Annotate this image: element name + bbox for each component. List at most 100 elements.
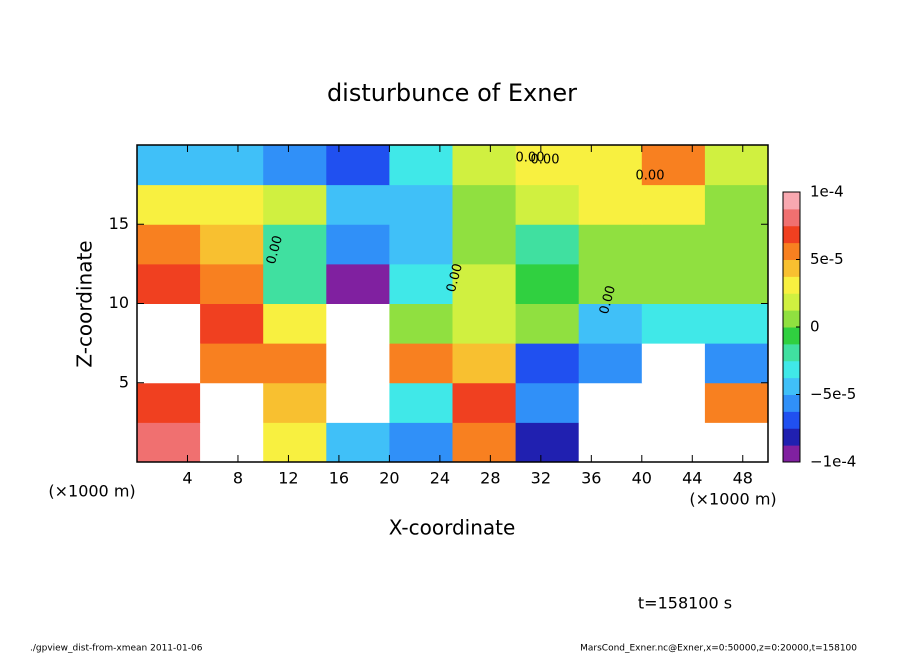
heat-cell xyxy=(452,224,517,265)
heat-cell xyxy=(641,382,706,423)
x-unit-label: (×1000 m) xyxy=(689,490,776,509)
x-tick-label: 48 xyxy=(733,469,753,488)
heat-cell xyxy=(200,184,264,225)
colorbar-tick-label: −1e-4 xyxy=(810,453,856,471)
x-tick-label: 24 xyxy=(430,469,450,488)
heat-cell xyxy=(704,184,769,225)
colorbar-band xyxy=(783,445,800,463)
heat-cell xyxy=(326,382,390,423)
contour-label: 0.00 xyxy=(597,284,619,316)
colorbar-band xyxy=(783,259,800,277)
heat-cell xyxy=(137,382,201,423)
contour-label: 0.00 xyxy=(444,262,466,294)
x-tick-label: 12 xyxy=(278,469,298,488)
colorbar-band xyxy=(783,192,800,210)
heat-cell xyxy=(389,145,453,186)
heat-cell xyxy=(452,263,517,304)
heat-cell xyxy=(200,263,264,304)
heat-cell xyxy=(578,343,643,384)
heat-cell xyxy=(326,422,390,463)
colorbar-band xyxy=(783,411,800,429)
heat-cell xyxy=(515,303,580,344)
heat-cell xyxy=(326,224,390,265)
x-tick-label: 16 xyxy=(329,469,349,488)
x-axis-label: X-coordinate xyxy=(389,516,516,540)
colorbar-tick-label: 0 xyxy=(810,318,820,336)
colorbar-band xyxy=(783,276,800,294)
x-tick-label: 28 xyxy=(480,469,500,488)
heat-cell xyxy=(389,382,453,423)
colorbar-tick-label: 5e-5 xyxy=(810,250,844,268)
heat-cell xyxy=(578,382,643,423)
heat-cell xyxy=(389,224,453,265)
colorbar-tick-label: 1e-4 xyxy=(810,183,844,201)
heat-cell xyxy=(263,343,327,384)
colorbar-band xyxy=(783,225,800,244)
heat-cell xyxy=(263,382,327,423)
contour-label: 0.00 xyxy=(516,151,545,166)
footer-right: MarsCond_Exner.nc@Exner,x=0:50000,z=0:20… xyxy=(580,644,857,654)
chart-title: disturbunce of Exner xyxy=(327,79,577,107)
heat-cell xyxy=(200,224,264,265)
heat-cell xyxy=(578,422,643,463)
heat-cell xyxy=(515,145,580,186)
heat-cell xyxy=(326,343,390,384)
heat-cell xyxy=(452,382,517,423)
heat-cell xyxy=(704,303,769,344)
heat-cell xyxy=(263,263,327,304)
heat-cell xyxy=(578,263,643,304)
heat-cell xyxy=(452,145,517,186)
y-tick-label: 15 xyxy=(109,214,129,233)
heat-cell xyxy=(452,184,517,225)
x-tick-label: 44 xyxy=(682,469,702,488)
x-tick-label: 40 xyxy=(632,469,652,488)
heat-cell xyxy=(137,224,201,265)
x-tick-label: 4 xyxy=(182,469,192,488)
time-label: t=158100 s xyxy=(638,594,732,613)
heat-cell xyxy=(389,343,453,384)
heat-cell xyxy=(326,184,390,225)
colorbar-band xyxy=(783,242,800,260)
heat-cell xyxy=(704,343,769,384)
heat-cell xyxy=(704,422,769,463)
contour-label: 0.00 xyxy=(264,234,286,266)
heat-cell xyxy=(263,184,327,225)
heat-cell xyxy=(641,303,706,344)
heat-cell xyxy=(200,145,264,186)
heat-cell xyxy=(515,343,580,384)
x-tick-label: 36 xyxy=(581,469,601,488)
colorbar-band xyxy=(783,293,800,311)
heat-cell xyxy=(137,343,201,384)
heat-cell xyxy=(389,263,453,304)
x-tick-label: 20 xyxy=(379,469,399,488)
heat-cell xyxy=(578,224,643,265)
colorbar-band xyxy=(783,360,800,379)
heat-cell xyxy=(200,382,264,423)
heat-cell xyxy=(515,184,580,225)
heat-cell xyxy=(263,224,327,265)
colorbar-band xyxy=(783,343,800,362)
heat-cell xyxy=(263,145,327,186)
heat-cell xyxy=(578,184,643,225)
colorbar-band xyxy=(783,310,800,328)
heat-cell xyxy=(515,224,580,265)
heat-cell xyxy=(515,382,580,423)
heat-cell xyxy=(578,303,643,344)
x-tick-label: 32 xyxy=(531,469,551,488)
heat-cell xyxy=(200,422,264,463)
heat-cell xyxy=(704,382,769,423)
heat-cell xyxy=(515,422,580,463)
heat-cell xyxy=(641,343,706,384)
heat-cell xyxy=(200,303,264,344)
heat-cell xyxy=(137,422,201,463)
contour-label: 0.00 xyxy=(636,169,665,184)
heat-cell xyxy=(326,263,390,304)
heat-cell xyxy=(641,145,706,186)
heat-cell xyxy=(200,343,264,384)
y-axis-label: Z-coordinate xyxy=(73,240,97,367)
x-tick-label: 8 xyxy=(233,469,243,488)
heat-cell xyxy=(452,343,517,384)
y-unit-label: (×1000 m) xyxy=(48,482,135,501)
